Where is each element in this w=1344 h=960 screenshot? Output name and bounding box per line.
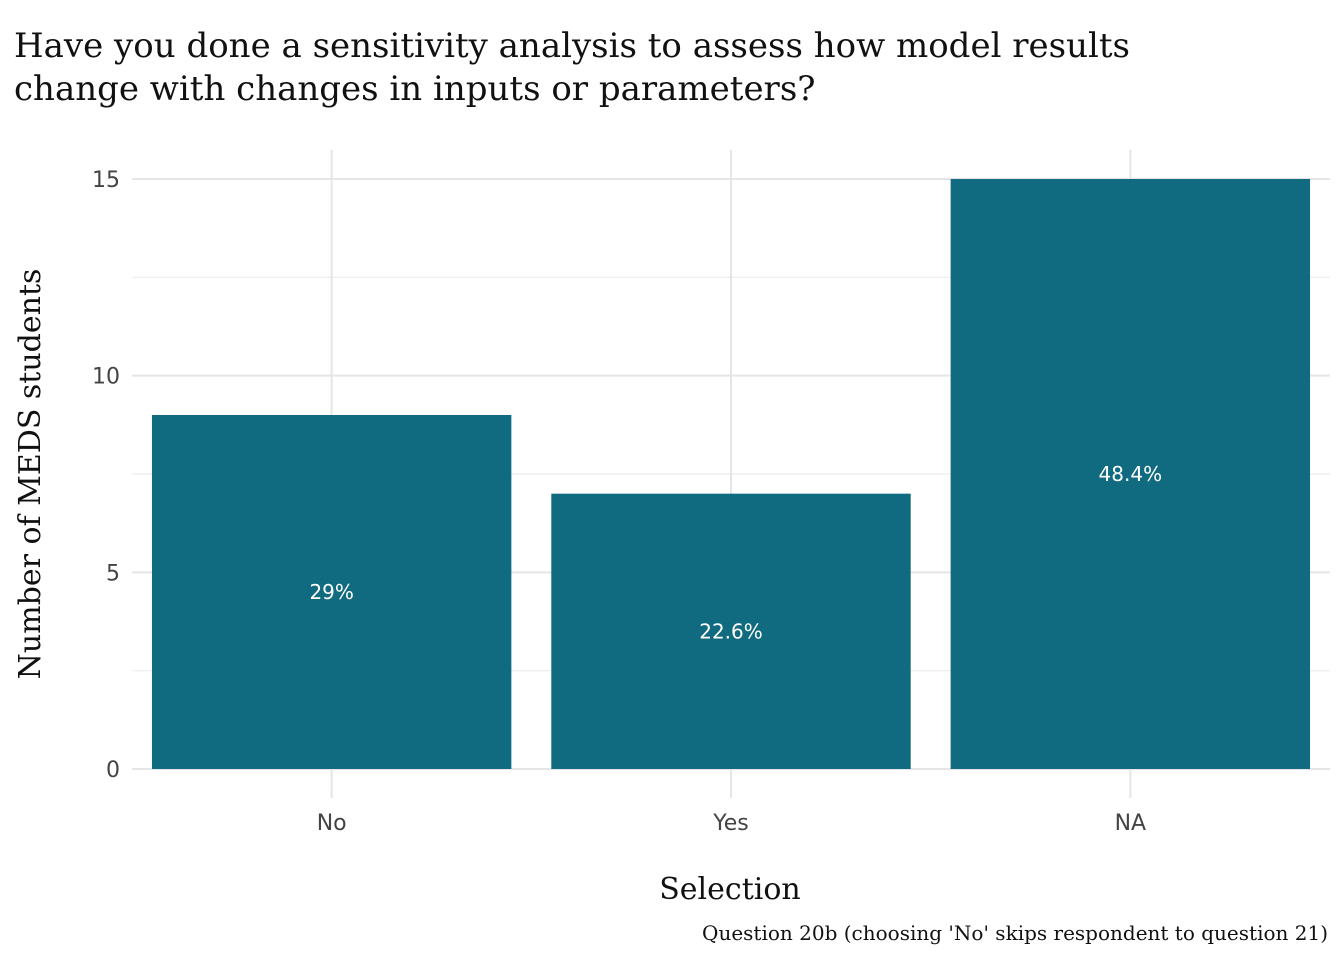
bar-label-no: 29% [309, 580, 353, 604]
y-axis-title: Number of MEDS students [13, 269, 48, 680]
x-tick-label-na: NA [1115, 811, 1147, 836]
y-tick-label: 5 [106, 561, 120, 586]
chart-title: Have you done a sensitivity analysis to … [14, 26, 1130, 109]
bar-yes [551, 493, 911, 769]
x-axis-title: Selection [659, 872, 801, 907]
y-tick-label: 10 [92, 365, 120, 390]
chart-title-line-2: change with changes in inputs or paramet… [14, 69, 816, 109]
x-tick-label-no: No [317, 811, 347, 836]
bar-label-na: 48.4% [1099, 462, 1163, 486]
bars [151, 179, 1311, 769]
y-tick-label: 0 [106, 758, 120, 783]
chart-caption: Question 20b (choosing 'No' skips respon… [702, 921, 1328, 945]
y-tick-label: 15 [92, 168, 120, 193]
y-axis-ticks: 0 5 10 15 [92, 168, 120, 783]
x-tick-label-yes: Yes [712, 811, 749, 836]
bar-no [151, 415, 512, 769]
bar-label-yes: 22.6% [699, 619, 763, 643]
bar-na [950, 179, 1311, 769]
chart-title-line-1: Have you done a sensitivity analysis to … [14, 26, 1130, 66]
x-axis-ticks: No Yes NA [317, 811, 1146, 836]
bar-data-labels: 29% 22.6% 48.4% [309, 462, 1162, 643]
